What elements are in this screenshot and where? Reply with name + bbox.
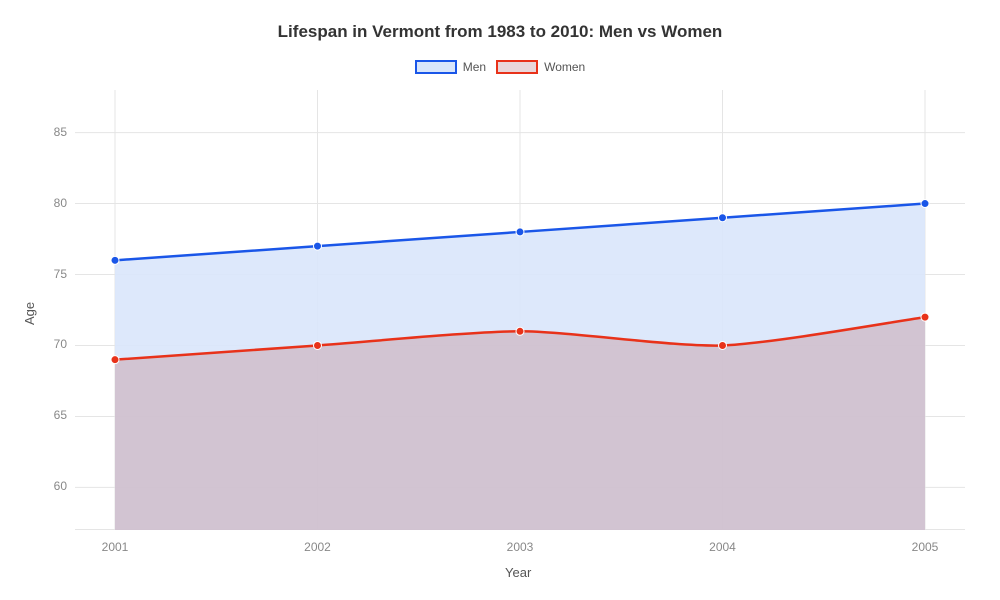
legend-swatch-men (415, 60, 457, 74)
chart-container: Lifespan in Vermont from 1983 to 2010: M… (0, 0, 1000, 600)
y-tick-label: 65 (35, 408, 67, 422)
x-tick-label: 2002 (304, 540, 331, 554)
data-point (719, 341, 727, 349)
x-tick-label: 2001 (102, 540, 129, 554)
y-tick-label: 80 (35, 196, 67, 210)
x-axis-title: Year (505, 565, 531, 580)
data-point (516, 228, 524, 236)
chart-title: Lifespan in Vermont from 1983 to 2010: M… (0, 22, 1000, 42)
legend-label-men: Men (463, 60, 486, 74)
x-tick-label: 2003 (507, 540, 534, 554)
data-point (314, 341, 322, 349)
legend-label-women: Women (544, 60, 585, 74)
legend: Men Women (0, 60, 1000, 74)
y-tick-label: 85 (35, 125, 67, 139)
data-point (921, 200, 929, 208)
y-axis-title: Age (22, 302, 37, 325)
data-point (516, 327, 524, 335)
legend-swatch-women (496, 60, 538, 74)
data-point (921, 313, 929, 321)
y-tick-label: 75 (35, 267, 67, 281)
x-tick-label: 2004 (709, 540, 736, 554)
data-point (111, 256, 119, 264)
legend-item-men: Men (415, 60, 486, 74)
data-point (719, 214, 727, 222)
data-point (111, 356, 119, 364)
legend-item-women: Women (496, 60, 585, 74)
data-point (314, 242, 322, 250)
y-tick-label: 60 (35, 479, 67, 493)
x-tick-label: 2005 (912, 540, 939, 554)
y-tick-label: 70 (35, 337, 67, 351)
plot-area (75, 90, 965, 530)
plot-svg (75, 90, 965, 530)
